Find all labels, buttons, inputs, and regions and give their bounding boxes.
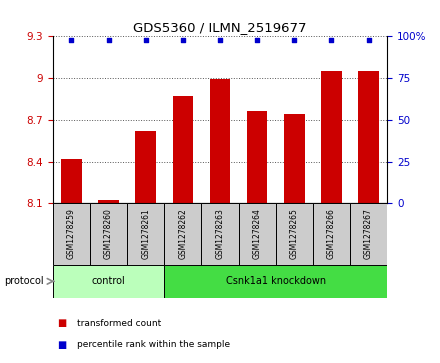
Bar <box>164 265 387 298</box>
Point <box>291 38 298 44</box>
Text: protocol: protocol <box>4 276 44 286</box>
Text: percentile rank within the sample: percentile rank within the sample <box>77 340 230 349</box>
Text: GSM1278266: GSM1278266 <box>327 208 336 259</box>
Text: GSM1278263: GSM1278263 <box>216 208 224 259</box>
Text: Csnk1a1 knockdown: Csnk1a1 knockdown <box>226 276 326 286</box>
Point <box>68 38 75 44</box>
Bar <box>53 265 164 298</box>
Bar <box>61 159 81 203</box>
Point <box>216 38 224 44</box>
Bar <box>210 79 230 203</box>
Text: GSM1278260: GSM1278260 <box>104 208 113 259</box>
Text: GSM1278267: GSM1278267 <box>364 208 373 259</box>
Point <box>142 38 149 44</box>
Point <box>365 38 372 44</box>
Bar <box>313 203 350 265</box>
Bar <box>238 203 276 265</box>
Text: GSM1278259: GSM1278259 <box>67 208 76 259</box>
Text: GSM1278261: GSM1278261 <box>141 208 150 259</box>
Point <box>105 38 112 44</box>
Text: ■: ■ <box>57 340 66 350</box>
Bar <box>359 71 379 203</box>
Title: GDS5360 / ILMN_2519677: GDS5360 / ILMN_2519677 <box>133 21 307 34</box>
Bar <box>321 71 342 203</box>
Bar <box>136 131 156 203</box>
Bar <box>276 203 313 265</box>
Text: transformed count: transformed count <box>77 319 161 327</box>
Bar <box>53 203 90 265</box>
Bar <box>98 200 119 203</box>
Point <box>180 38 187 44</box>
Point <box>253 38 260 44</box>
Bar <box>164 203 202 265</box>
Bar <box>90 203 127 265</box>
Text: GSM1278262: GSM1278262 <box>178 208 187 259</box>
Bar <box>350 203 387 265</box>
Bar <box>247 111 268 203</box>
Bar <box>202 203 238 265</box>
Bar <box>284 114 304 203</box>
Bar <box>127 203 164 265</box>
Text: ■: ■ <box>57 318 66 328</box>
Text: GSM1278264: GSM1278264 <box>253 208 262 259</box>
Text: control: control <box>92 276 125 286</box>
Text: GSM1278265: GSM1278265 <box>290 208 299 259</box>
Point <box>328 38 335 44</box>
Bar <box>172 96 193 203</box>
